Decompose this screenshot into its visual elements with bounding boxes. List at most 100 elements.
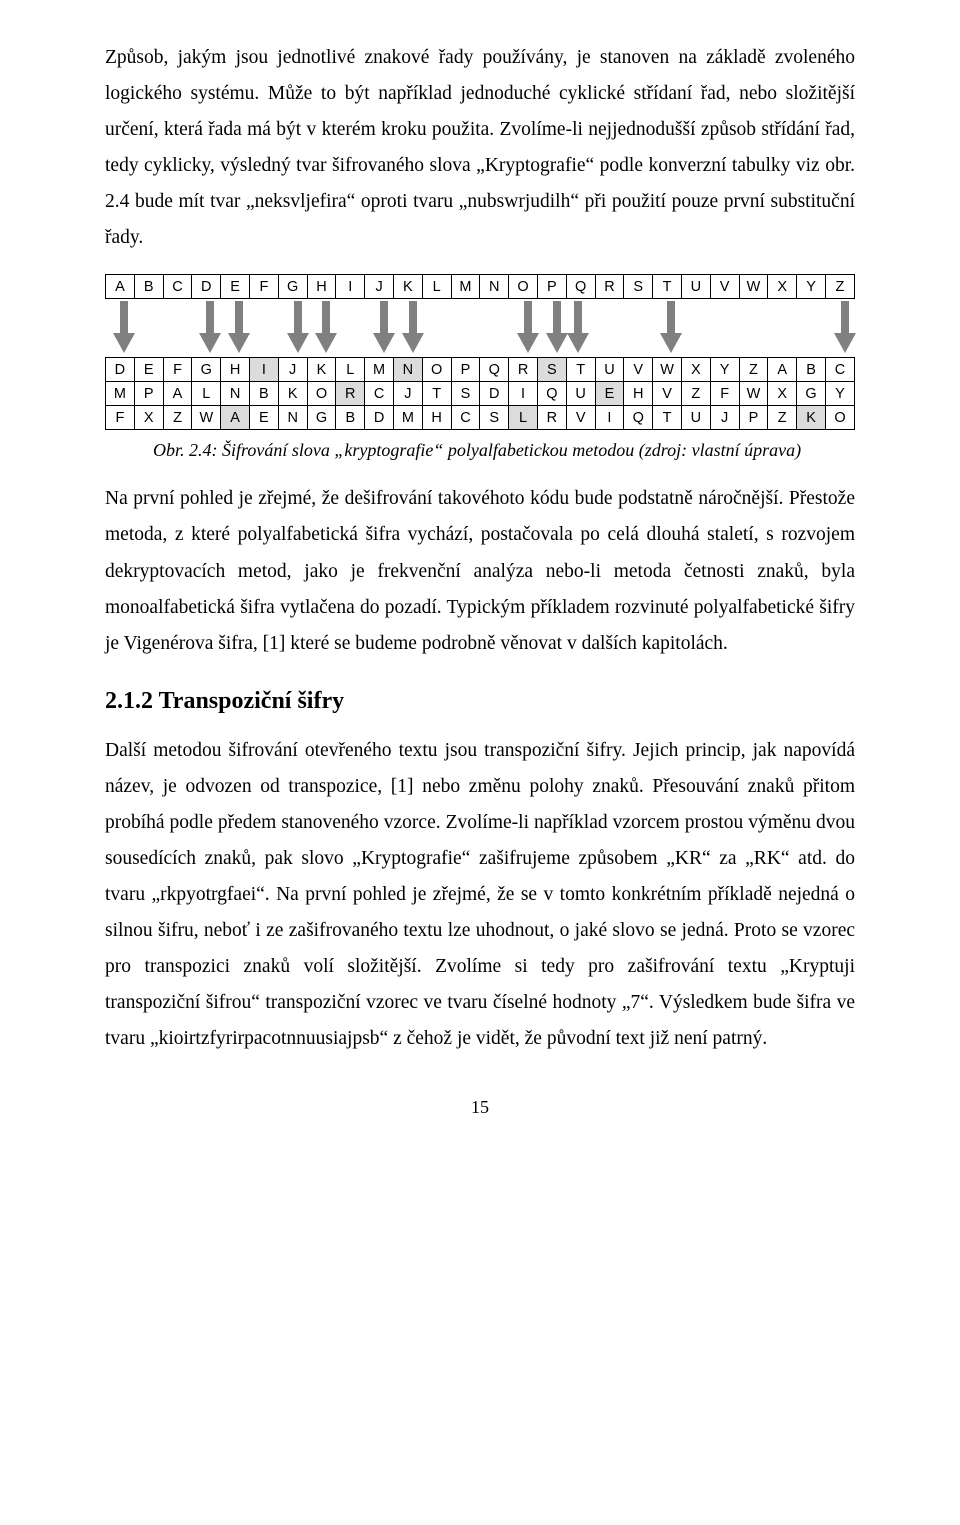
cipher-cell: E (595, 382, 624, 406)
cipher-cell: U (681, 406, 710, 430)
figure-caption: Obr. 2.4: Šifrování slova „kryptografie“… (153, 440, 855, 461)
alphabet-cell: K (393, 275, 422, 299)
cipher-cell: P (451, 358, 480, 382)
cipher-cell: C (451, 406, 480, 430)
cipher-cell: E (249, 406, 278, 430)
cipher-cell: W (653, 358, 682, 382)
alphabet-cell: N (480, 275, 509, 299)
cipher-cell: J (710, 406, 739, 430)
cipher-cell: V (653, 382, 682, 406)
cipher-cell: K (278, 382, 307, 406)
cipher-cell: Z (739, 358, 768, 382)
cipher-cell: Q (480, 358, 509, 382)
cipher-cell: M (393, 406, 422, 430)
cipher-cell: B (249, 382, 278, 406)
cipher-cell: O (422, 358, 451, 382)
cipher-cell: T (566, 358, 595, 382)
cipher-cell: Z (163, 406, 192, 430)
cipher-cell: O (307, 382, 336, 406)
down-arrow-icon (373, 301, 395, 358)
cipher-cell: M (106, 382, 135, 406)
paragraph-1: Způsob, jakým jsou jednotlivé znakové řa… (105, 40, 855, 256)
alphabet-header-table: ABCDEFGHIJKLMNOPQRSTUVWXYZ (105, 274, 855, 299)
alphabet-cell: T (653, 275, 682, 299)
paragraph-3: Další metodou šifrování otevřeného textu… (105, 733, 855, 1058)
cipher-cell: N (221, 382, 250, 406)
cipher-cell: F (106, 406, 135, 430)
alphabet-cell: W (739, 275, 768, 299)
cipher-cell: Y (825, 382, 854, 406)
arrow-row (105, 299, 855, 357)
cipher-cell: U (595, 358, 624, 382)
cipher-cell: T (422, 382, 451, 406)
cipher-cell: S (480, 406, 509, 430)
alphabet-cell: Q (566, 275, 595, 299)
down-arrow-icon (402, 301, 424, 358)
cipher-cell: L (192, 382, 221, 406)
cipher-cell: V (566, 406, 595, 430)
cipher-table-block: ABCDEFGHIJKLMNOPQRSTUVWXYZ DEFGHIJKLMNOP… (105, 274, 855, 430)
cipher-cell: O (825, 406, 854, 430)
cipher-cell: J (393, 382, 422, 406)
alphabet-cell: M (451, 275, 480, 299)
alphabet-cell: U (681, 275, 710, 299)
cipher-cell: N (393, 358, 422, 382)
cipher-cell: D (365, 406, 394, 430)
cipher-cell: C (825, 358, 854, 382)
cipher-cell: X (768, 382, 797, 406)
cipher-cell: Y (710, 358, 739, 382)
cipher-cell: X (681, 358, 710, 382)
cipher-cell: Z (681, 382, 710, 406)
cipher-cell: E (134, 358, 163, 382)
cipher-cell: V (624, 358, 653, 382)
cipher-cell: I (249, 358, 278, 382)
alphabet-cell: C (163, 275, 192, 299)
section-heading-transposition: 2.1.2 Transpoziční šifry (105, 688, 855, 715)
cipher-cell: R (336, 382, 365, 406)
cipher-cell: U (566, 382, 595, 406)
cipher-cell: Q (624, 406, 653, 430)
down-arrow-icon (546, 301, 568, 358)
cipher-cell: A (768, 358, 797, 382)
cipher-cell: L (336, 358, 365, 382)
down-arrow-icon (113, 301, 135, 358)
cipher-cell: M (365, 358, 394, 382)
alphabet-cell: H (307, 275, 336, 299)
down-arrow-icon (517, 301, 539, 358)
down-arrow-icon (287, 301, 309, 358)
cipher-cell: B (336, 406, 365, 430)
alphabet-cell: X (768, 275, 797, 299)
alphabet-cell: O (509, 275, 538, 299)
cipher-cell: S (537, 358, 566, 382)
down-arrow-icon (660, 301, 682, 358)
cipher-cell: A (221, 406, 250, 430)
alphabet-cell: F (249, 275, 278, 299)
down-arrow-icon (834, 301, 856, 358)
alphabet-cell: J (365, 275, 394, 299)
alphabet-cell: V (710, 275, 739, 299)
alphabet-cell: I (336, 275, 365, 299)
alphabet-cell: S (624, 275, 653, 299)
cipher-cell: B (797, 358, 826, 382)
cipher-cell: Z (768, 406, 797, 430)
alphabet-cell: B (134, 275, 163, 299)
alphabet-cell: Z (825, 275, 854, 299)
cipher-cell: P (739, 406, 768, 430)
cipher-cell: G (192, 358, 221, 382)
alphabet-cell: L (422, 275, 451, 299)
cipher-cell: R (509, 358, 538, 382)
alphabet-cell: A (106, 275, 135, 299)
cipher-cell: X (134, 406, 163, 430)
cipher-cell: H (624, 382, 653, 406)
cipher-cell: K (307, 358, 336, 382)
cipher-cell: R (537, 406, 566, 430)
cipher-cell: F (163, 358, 192, 382)
alphabet-cell: E (221, 275, 250, 299)
cipher-cell: T (653, 406, 682, 430)
cipher-cell: P (134, 382, 163, 406)
cipher-cell: Q (537, 382, 566, 406)
cipher-cell: H (221, 358, 250, 382)
down-arrow-icon (567, 301, 589, 358)
cipher-cell: N (278, 406, 307, 430)
cipher-cell: W (739, 382, 768, 406)
